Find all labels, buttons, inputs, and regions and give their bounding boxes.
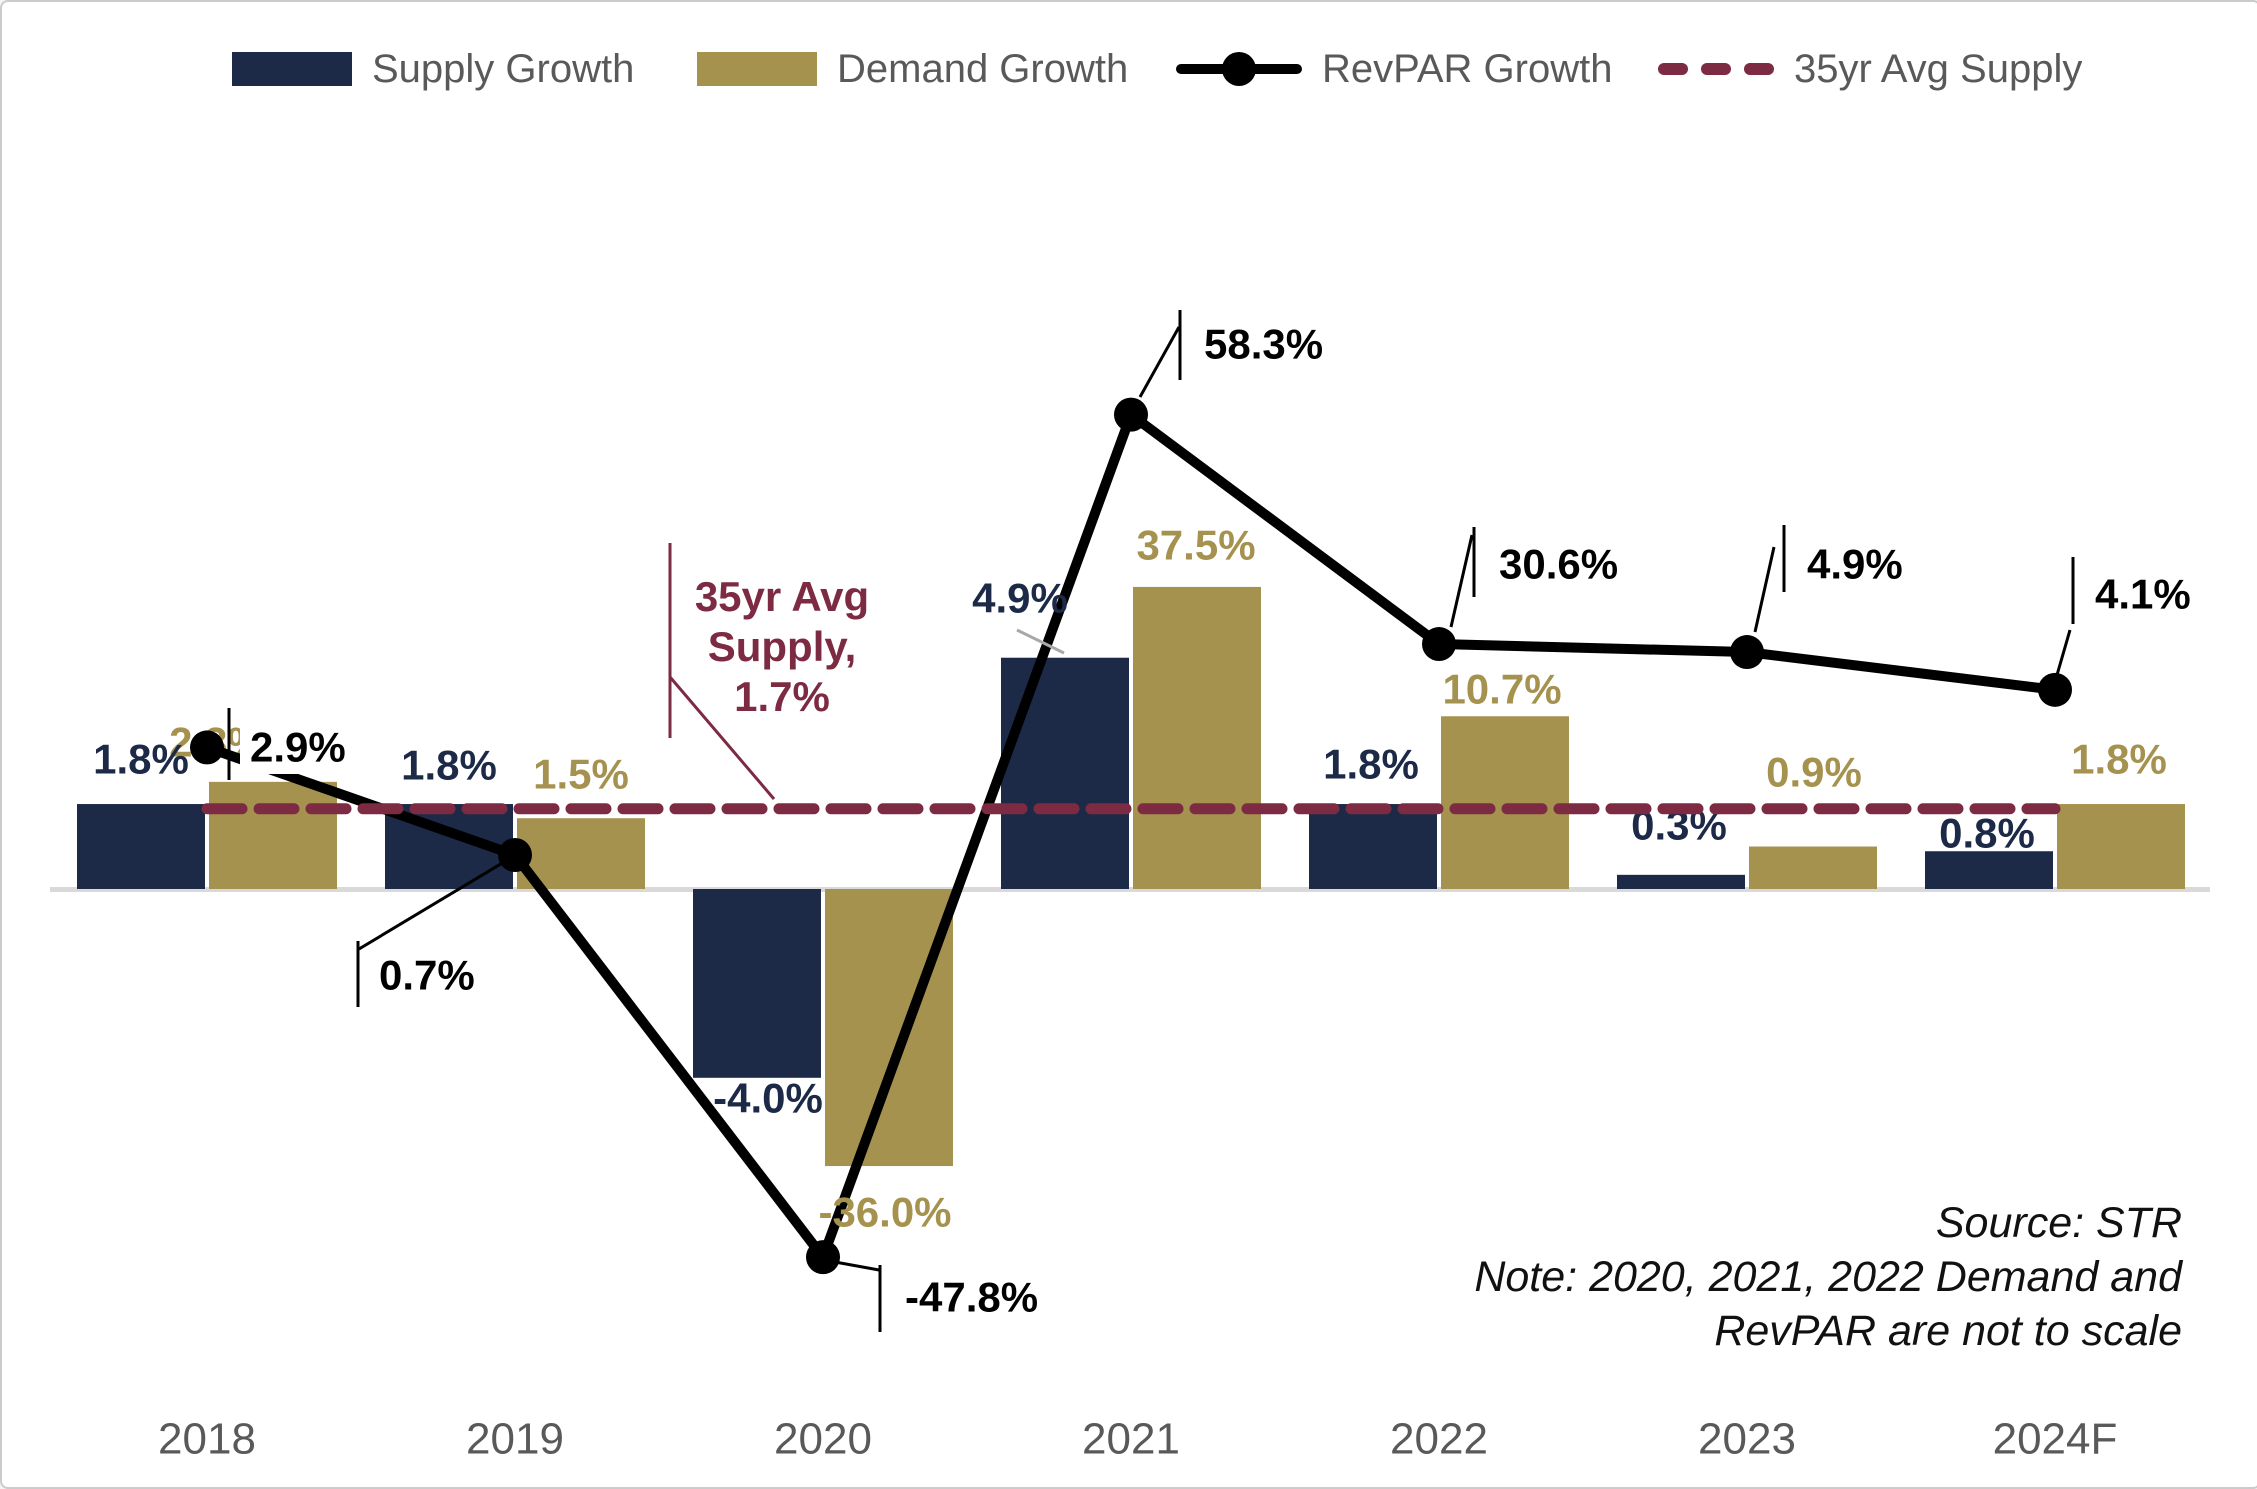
demand-bar-2020	[825, 889, 953, 1167]
supply-label-2019: 1.8%	[401, 742, 497, 789]
demand-bar-2021	[1133, 586, 1261, 889]
callout-label-bg-2018	[240, 720, 358, 774]
callout-leader-2022	[1449, 534, 1474, 628]
x-axis-label-2024F: 2024F	[1993, 1415, 2118, 1464]
revpar-label-2022: 30.6%	[1499, 541, 1618, 588]
x-axis-label-2021: 2021	[1082, 1415, 1180, 1464]
supply-label-2020: -4.0%	[713, 1075, 823, 1122]
source-note-line1: Source: STR	[1935, 1199, 2182, 1247]
demand-bar-2022	[1441, 716, 1569, 889]
revpar-label-2019: 0.7%	[379, 952, 475, 999]
demand-label-2024F: 1.8%	[2071, 736, 2167, 783]
revpar-label-2024F: 4.1%	[2095, 571, 2191, 618]
legend-label-revpar: RevPAR Growth	[1322, 46, 1613, 91]
demand-label-2023: 0.9%	[1766, 749, 1862, 796]
demand-label-2022: 10.7%	[1442, 666, 1561, 713]
callout-leader-2020	[834, 1260, 880, 1272]
avg-supply-annotation-line2: Supply,	[707, 623, 857, 670]
supply-swatch-icon	[232, 52, 352, 86]
x-axis-label-2022: 2022	[1390, 1415, 1488, 1464]
revpar-point-2019	[498, 838, 532, 873]
demand-bar-2023	[1749, 846, 1877, 889]
demand-label-2021: 37.5%	[1136, 522, 1255, 569]
supply-bar-2024F	[1925, 851, 2053, 889]
supply-label-leader-2021	[1016, 628, 1065, 655]
revpar-label-2018: 2.9%	[250, 724, 346, 771]
legend-item-revpar: RevPAR Growth	[1176, 46, 1612, 92]
supply-label-2022: 1.8%	[1323, 741, 1419, 788]
supply-bar-2022	[1309, 804, 1437, 889]
legend-label-demand: Demand Growth	[837, 46, 1129, 91]
callout-leader-2019	[358, 854, 515, 951]
x-axis-label-2020: 2020	[774, 1415, 872, 1464]
demand-bar-2018	[209, 781, 337, 889]
legend-label-supply: Supply Growth	[372, 46, 635, 91]
revpar-point-2018	[190, 730, 224, 765]
avg-supply-annotation-line3: 1.7%	[734, 673, 830, 720]
revpar-label-2020: -47.8%	[905, 1274, 1038, 1321]
demand-swatch-icon	[697, 52, 817, 86]
callout-leader-2024F	[2055, 629, 2072, 676]
revpar-line-swatch-icon	[1176, 50, 1302, 88]
revpar-point-2022	[1422, 627, 1456, 662]
legend-item-supply: Supply Growth	[232, 46, 634, 92]
demand-label-2019: 1.5%	[533, 751, 629, 798]
x-axis-label-2018: 2018	[158, 1415, 256, 1464]
supply-bar-2023	[1617, 874, 1745, 889]
legend-item-avg-supply: 35yr Avg Supply	[1658, 46, 2082, 92]
supply-bar-2018	[77, 804, 205, 889]
callout-leader-2021	[1138, 326, 1181, 398]
supply-bar-2020	[693, 889, 821, 1078]
callout-leader-2023	[1753, 546, 1776, 633]
supply-label-2018: 1.8%	[93, 736, 189, 783]
demand-bar-2019	[517, 818, 645, 889]
supply-bar-2021	[1001, 657, 1129, 889]
revpar-point-2023	[1730, 635, 1764, 670]
supply-label-2024F: 0.8%	[1939, 810, 2035, 857]
avg-supply-annotation-line1: 35yr Avg	[694, 573, 870, 620]
source-note-line3: RevPAR are not to scale	[1714, 1307, 2182, 1355]
x-axis-label-2019: 2019	[466, 1415, 564, 1464]
supply-label-2021: 4.9%	[972, 575, 1068, 622]
revpar-point-2021	[1114, 397, 1148, 432]
legend-label-avg-supply: 35yr Avg Supply	[1794, 46, 2083, 91]
avg-supply-annotation: 35yr Avg Supply, 1.7%	[617, 572, 947, 722]
x-axis-baseline	[50, 887, 2210, 892]
demand-label-2020: -36.0%	[818, 1189, 951, 1236]
revpar-point-2024F	[2038, 672, 2072, 707]
annotation-leader	[668, 676, 776, 800]
avg-supply-dash-swatch-icon	[1658, 50, 1774, 88]
legend-item-demand: Demand Growth	[697, 46, 1128, 92]
source-note: Source: STR Note: 2020, 2021, 2022 Deman…	[1474, 1196, 2182, 1358]
demand-bar-2024F	[2057, 804, 2185, 889]
revpar-label-2021: 58.3%	[1204, 321, 1323, 368]
revpar-label-2023: 4.9%	[1807, 541, 1903, 588]
revpar-point-2020	[806, 1240, 840, 1275]
source-note-line2: Note: 2020, 2021, 2022 Demand and	[1474, 1253, 2182, 1301]
x-axis-label-2023: 2023	[1698, 1415, 1796, 1464]
